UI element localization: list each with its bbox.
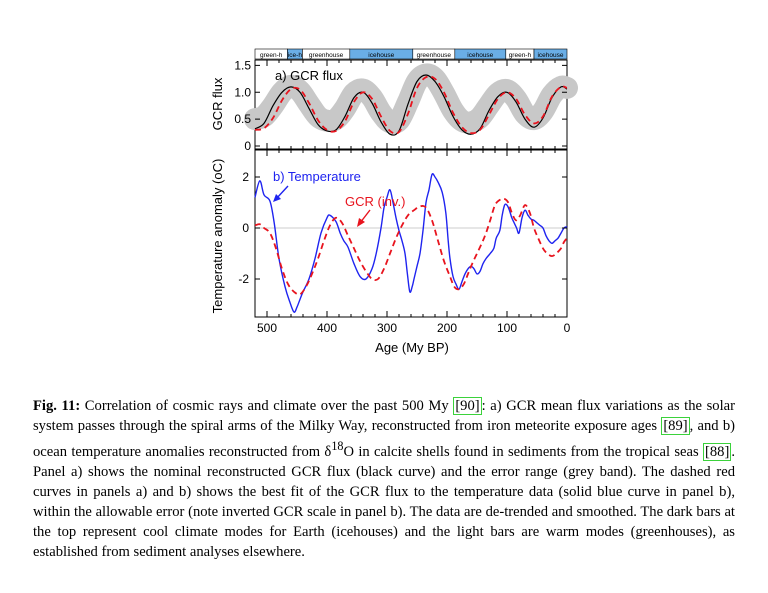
panel-a-label: a) GCR flux [275,68,343,83]
caption-text-3: , and b) ocean temperature anomalies rec… [33,418,735,460]
caption-text-4: O in calcite shells found in sediments f… [343,443,704,460]
x-tick-label-5: 0 [564,321,571,335]
climate-mode-label-5: icehouse [467,52,493,59]
y-tick-label-a-1: 0.5 [234,112,251,126]
climate-mode-label-7: icehouse [537,52,563,59]
temperature-arrow-head [273,194,281,202]
citation-link-88[interactable]: [88] [703,442,732,461]
gcr-inverted-arrow-head [357,218,365,227]
caption-text-1: Correlation of cosmic rays and climate o… [80,398,454,414]
y-tick-label-a-2: 1.0 [234,85,251,99]
climate-mode-label-4: greenhouse [417,52,452,59]
panel-b-y-ticks: -2 0 2 [238,170,567,286]
climate-mode-label-6: green-h [509,52,532,59]
x-tick-label-3: 200 [437,321,457,335]
x-tick-label-2: 300 [377,321,397,335]
figure: green-h ice-h greenhouse icehouse greenhouse… [210,48,578,355]
temperature-curve [254,173,568,313]
climate-mode-label-2: greenhouse [309,52,344,59]
y-tick-label-b-1: 0 [242,221,249,235]
figure-caption: Fig. 11: Correlation of cosmic rays and … [33,396,735,562]
panel-b-temperature: -2 0 2 500 400 300 200 100 0 b) Temperature GCR… [210,60,571,355]
panel-b-label: b) Temperature [273,169,361,184]
panel-a-y-axis-label: GCR flux [210,77,225,130]
climate-mode-icehouse-7 [533,48,568,60]
x-tick-label-0: 500 [257,321,277,335]
x-tick-label-1: 400 [317,321,337,335]
y-tick-label-b-0: -2 [238,272,249,286]
gcr-inverted-annotation: GCR (inv.) [345,194,405,209]
x-axis-label: Age (My BP) [375,340,449,355]
caption-text-5: . Panel a) shows the nominal reconstruct… [33,443,735,560]
citation-link-89[interactable]: [89] [661,417,690,435]
climate-mode-bar: green-h ice-h greenhouse icehouse greenhouse… [254,48,568,60]
y-tick-label-a-3: 1.5 [234,58,251,72]
panel-a-y-ticks: 0 0.5 1.0 1.5 [234,58,567,153]
gcr-inverted-curve [254,197,568,296]
gcr-nominal-curve [254,74,568,136]
panel-a-gcr-flux: 0 0.5 1.0 1.5 a) GCR flux GCR flux [210,58,578,153]
x-ticks: 500 400 300 200 100 0 [257,60,571,335]
y-tick-label-a-0: 0 [244,139,251,153]
caption-text-2: : a) GCR mean flux variations as the sol… [33,398,735,434]
caption-label: Fig. 11: [33,398,81,414]
climate-mode-label-1: ice-h [288,52,302,59]
y-tick-label-b-2: 2 [242,170,249,184]
x-tick-label-4: 100 [497,321,517,335]
caption-superscript: 18 [331,439,344,453]
climate-mode-label-3: icehouse [368,52,394,59]
climate-mode-label-0: green-h [260,52,283,59]
panel-b-y-axis-label: Temperature anomaly (oC) [210,159,225,314]
gcr-fit-curve-a [254,75,568,135]
citation-link-90[interactable]: [90] [453,397,482,415]
figure-svg: green-h ice-h greenhouse icehouse greenhouse… [210,48,578,355]
